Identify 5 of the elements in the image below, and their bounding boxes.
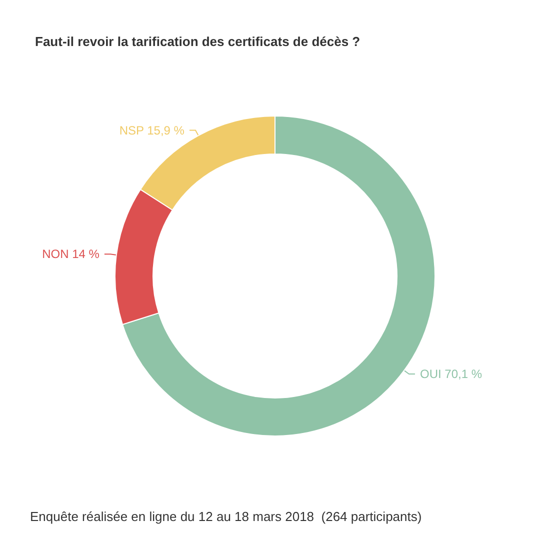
text: Enquête réalisée en ligne du 12 au 18 mars 2018 (264 participants) — [30, 509, 422, 524]
chart-title: Faut-il revoir la tarification des certificats de décès ? — [35, 34, 360, 49]
slice-label: OUI 70,1 % — [420, 366, 482, 381]
slice-label: NSP 15,9 % — [119, 123, 185, 138]
slice-label: NON 14 % — [42, 247, 100, 262]
